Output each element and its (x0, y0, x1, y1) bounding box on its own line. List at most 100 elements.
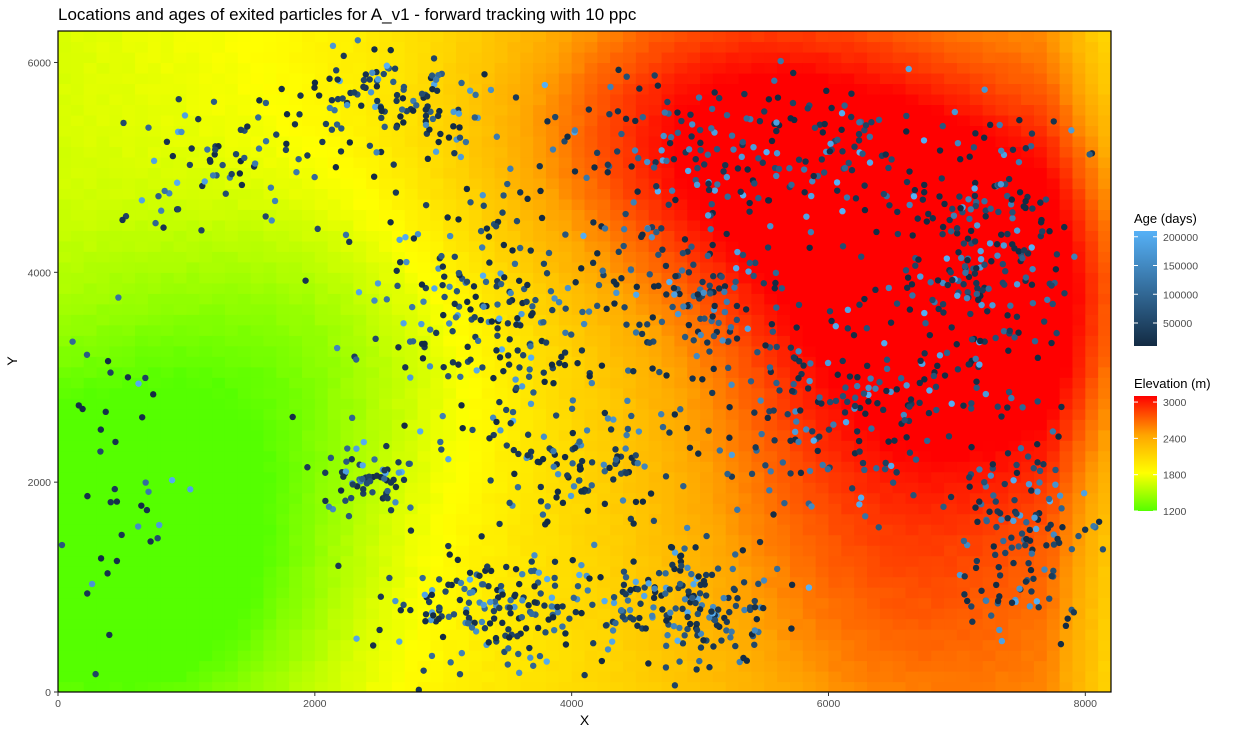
elevation-cell (147, 471, 162, 483)
elevation-cell (905, 72, 919, 85)
elevation-cell (494, 177, 509, 189)
elevation-cell (340, 419, 354, 431)
elevation-cell (507, 135, 521, 148)
elevation-cell (1033, 261, 1048, 273)
elevation-cell (571, 230, 586, 242)
elevation-cell (237, 261, 252, 273)
elevation-cell (276, 114, 290, 127)
elevation-cell (918, 314, 932, 326)
elevation-cell (224, 177, 239, 189)
elevation-cell (764, 608, 778, 620)
elevation-cell (1008, 209, 1022, 221)
elevation-cell (468, 671, 483, 683)
elevation-cell (648, 62, 663, 74)
elevation-cell (712, 650, 727, 662)
elevation-cell (1059, 324, 1074, 336)
elevation-cell (635, 125, 650, 137)
elevation-cell (147, 62, 162, 74)
elevation-cell (327, 566, 342, 578)
elevation-cell (854, 587, 868, 599)
elevation-cell (995, 72, 1009, 85)
elevation-cell (173, 282, 188, 294)
elevation-cell (327, 335, 342, 347)
elevation-cell (212, 146, 226, 158)
elevation-cell (430, 419, 444, 431)
elevation-cell (879, 650, 894, 662)
elevation-cell (828, 125, 842, 137)
elevation-cell (956, 429, 971, 441)
elevation-cell (250, 482, 265, 494)
elevation-cell (276, 429, 290, 441)
elevation-cell (160, 62, 175, 74)
elevation-cell (661, 461, 675, 473)
elevation-cell (995, 31, 1009, 43)
elevation-cell (1059, 639, 1074, 651)
elevation-cell (70, 534, 85, 546)
elevation-cell (301, 209, 316, 221)
elevation-cell (507, 671, 521, 683)
elevation-cell (96, 51, 110, 64)
elevation-cell (841, 356, 855, 368)
elevation-cell (199, 566, 213, 578)
elevation-cell (635, 31, 650, 43)
elevation-cell (507, 492, 521, 504)
elevation-cell (520, 62, 534, 74)
elevation-cell (430, 303, 444, 315)
elevation-cell (494, 303, 509, 315)
elevation-cell (674, 240, 688, 252)
elevation-cell (276, 314, 290, 326)
elevation-cell (289, 41, 303, 53)
elevation-cell (404, 177, 419, 189)
elevation-cell (83, 293, 98, 305)
elevation-cell (931, 492, 945, 504)
elevation-cell (738, 597, 753, 609)
elevation-cell (533, 681, 547, 692)
elevation-cell (571, 492, 586, 504)
elevation-cell (212, 387, 226, 399)
elevation-cell (789, 272, 804, 284)
elevation-cell (558, 555, 573, 567)
elevation-cell (867, 366, 881, 378)
elevation-cell (456, 209, 470, 221)
elevation-cell (764, 345, 778, 357)
elevation-cell (1021, 356, 1035, 368)
elevation-cell (687, 230, 701, 242)
elevation-cell (263, 387, 277, 399)
elevation-cell (558, 461, 573, 473)
elevation-cell (135, 156, 149, 168)
elevation-cell (494, 492, 509, 504)
elevation-cell (558, 356, 573, 368)
elevation-cell (815, 345, 830, 357)
elevation-cell (982, 366, 997, 378)
elevation-cell (725, 251, 740, 263)
elevation-cell (802, 461, 817, 473)
elevation-cell (96, 104, 110, 116)
elevation-cell (109, 387, 123, 399)
elevation-cell (186, 188, 200, 200)
elevation-cell (250, 660, 265, 672)
elevation-cell (83, 587, 98, 599)
elevation-cell (789, 681, 804, 692)
elevation-cell (764, 146, 778, 158)
elevation-cell (533, 156, 547, 168)
elevation-cell (456, 639, 470, 651)
elevation-cell (533, 408, 547, 420)
elevation-cell (687, 31, 701, 43)
elevation-cell (276, 576, 290, 588)
elevation-cell (276, 555, 290, 567)
elevation-cell (956, 639, 971, 651)
elevation-cell (944, 167, 958, 179)
elevation-cell (700, 408, 714, 420)
elevation-cell (366, 356, 380, 368)
elevation-cell (802, 251, 817, 263)
elevation-cell (610, 198, 624, 210)
elevation-cell (597, 314, 611, 326)
elevation-cell (571, 219, 586, 231)
elevation-cell (687, 324, 701, 336)
elevation-cell (1033, 587, 1048, 599)
elevation-cell (276, 51, 290, 64)
elevation-cell (751, 597, 765, 609)
elevation-cell (867, 545, 881, 557)
elevation-cell (1008, 419, 1022, 431)
elevation-cell (314, 345, 329, 357)
